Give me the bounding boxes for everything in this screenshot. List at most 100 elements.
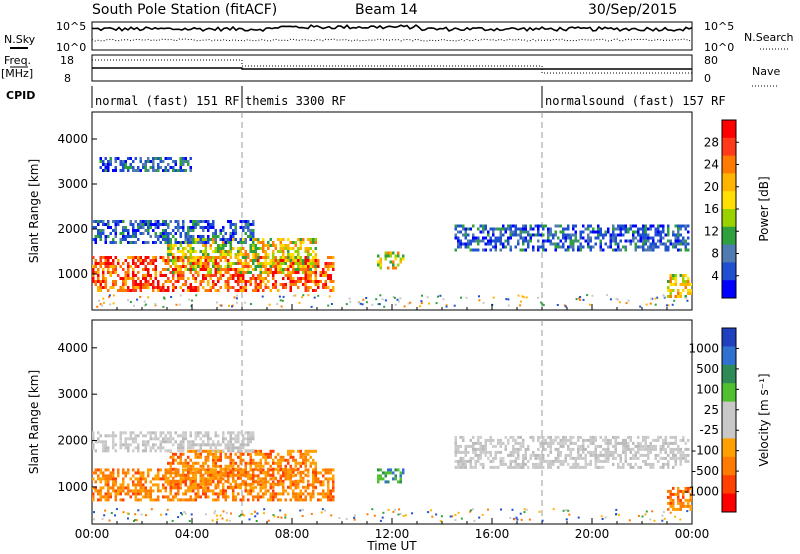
echo-cell xyxy=(219,449,222,453)
echo-cell xyxy=(502,459,505,463)
echo-cell xyxy=(124,437,127,441)
echo-cell xyxy=(532,450,535,454)
echo-cell xyxy=(472,450,475,454)
echo-cell xyxy=(629,242,632,246)
echo-cell xyxy=(534,453,537,457)
echo-cell xyxy=(399,513,402,515)
echo-cell xyxy=(402,257,405,261)
echo-cell xyxy=(504,239,507,243)
echo-cell xyxy=(177,443,180,447)
echo-cell xyxy=(314,241,317,244)
echo-cell xyxy=(494,450,497,454)
echo-cell xyxy=(174,232,177,235)
echo-cell xyxy=(287,449,290,453)
echo-cell xyxy=(672,435,675,439)
echo-cell xyxy=(114,229,117,232)
echo-cell xyxy=(673,299,676,302)
echo-cell xyxy=(139,480,142,484)
echo-cell xyxy=(197,238,200,241)
echo-cell xyxy=(269,271,272,274)
echo-cell xyxy=(504,227,507,231)
echo-cell xyxy=(222,489,225,493)
echo-cell xyxy=(609,438,612,442)
echo-cell xyxy=(557,459,560,463)
echo-cell xyxy=(514,456,517,460)
echo-cell xyxy=(597,459,600,463)
echo-cell xyxy=(114,483,117,487)
echo-cell xyxy=(144,220,147,223)
echo-cell xyxy=(152,289,155,292)
echo-cell xyxy=(472,236,475,240)
echo-cell xyxy=(142,259,145,262)
echo-cell xyxy=(134,235,137,238)
echo-cell xyxy=(257,274,260,277)
echo-cell xyxy=(474,236,477,240)
echo-cell xyxy=(177,250,180,253)
echo-cell xyxy=(564,438,567,442)
echo-cell xyxy=(189,166,192,169)
echo-cell xyxy=(174,431,177,435)
echo-cell xyxy=(617,224,620,228)
echo-cell xyxy=(487,450,490,454)
echo-cell xyxy=(612,227,615,231)
echo-cell xyxy=(112,486,115,490)
echo-cell xyxy=(642,459,645,463)
echo-cell xyxy=(108,519,111,522)
echo-cell xyxy=(104,286,107,289)
echo-cell xyxy=(234,280,237,283)
echo-cell xyxy=(314,283,317,286)
echo-cell xyxy=(172,274,175,277)
echo-cell xyxy=(552,508,555,511)
echo-cell xyxy=(597,230,600,234)
echo-cell xyxy=(379,260,382,264)
echo-cell xyxy=(389,251,392,255)
echo-cell xyxy=(462,435,465,439)
echo-cell xyxy=(393,296,396,299)
echo-cell xyxy=(144,223,147,226)
echo-cell xyxy=(104,280,107,283)
echo-cell xyxy=(102,495,105,499)
echo-cell xyxy=(304,277,307,280)
echo-cell xyxy=(189,259,192,262)
echo-cell xyxy=(204,431,207,435)
echo-cell xyxy=(229,440,232,444)
echo-cell xyxy=(381,298,384,301)
echo-cell xyxy=(299,476,302,480)
echo-cell xyxy=(477,239,480,243)
echo-cell xyxy=(272,476,275,480)
echo-cell xyxy=(222,485,225,489)
echo-cell xyxy=(192,443,195,447)
echo-cell xyxy=(104,241,107,244)
echo-cell xyxy=(202,489,205,493)
plot-frame xyxy=(91,111,693,311)
echo-cell xyxy=(164,238,167,241)
echo-cell xyxy=(274,259,277,262)
echo-cell xyxy=(539,453,542,457)
echo-cell xyxy=(292,256,295,259)
echo-cell xyxy=(639,245,642,249)
echo-cell xyxy=(672,242,675,246)
echo-cell xyxy=(184,468,187,472)
echo-cell xyxy=(242,277,245,280)
echo-cell xyxy=(244,470,247,474)
echo-cell xyxy=(227,474,230,478)
echo-cell xyxy=(478,299,481,302)
echo-cell xyxy=(579,447,582,451)
echo-cell xyxy=(679,283,682,286)
echo-cell xyxy=(279,283,282,286)
echo-cell xyxy=(219,286,222,289)
echo-cell xyxy=(594,453,597,457)
echo-cell xyxy=(244,250,247,253)
echo-cell xyxy=(257,495,260,499)
colorbar-segment xyxy=(722,137,736,157)
echo-cell xyxy=(177,280,180,283)
echo-cell xyxy=(387,251,390,255)
echo-cell xyxy=(457,224,460,228)
echo-cell xyxy=(567,245,570,249)
echo-cell xyxy=(242,220,245,223)
echo-cell xyxy=(686,510,689,513)
echo-cell xyxy=(554,435,557,439)
echo-cell xyxy=(212,492,215,496)
echo-cell xyxy=(634,462,637,466)
echo-cell xyxy=(579,236,582,240)
